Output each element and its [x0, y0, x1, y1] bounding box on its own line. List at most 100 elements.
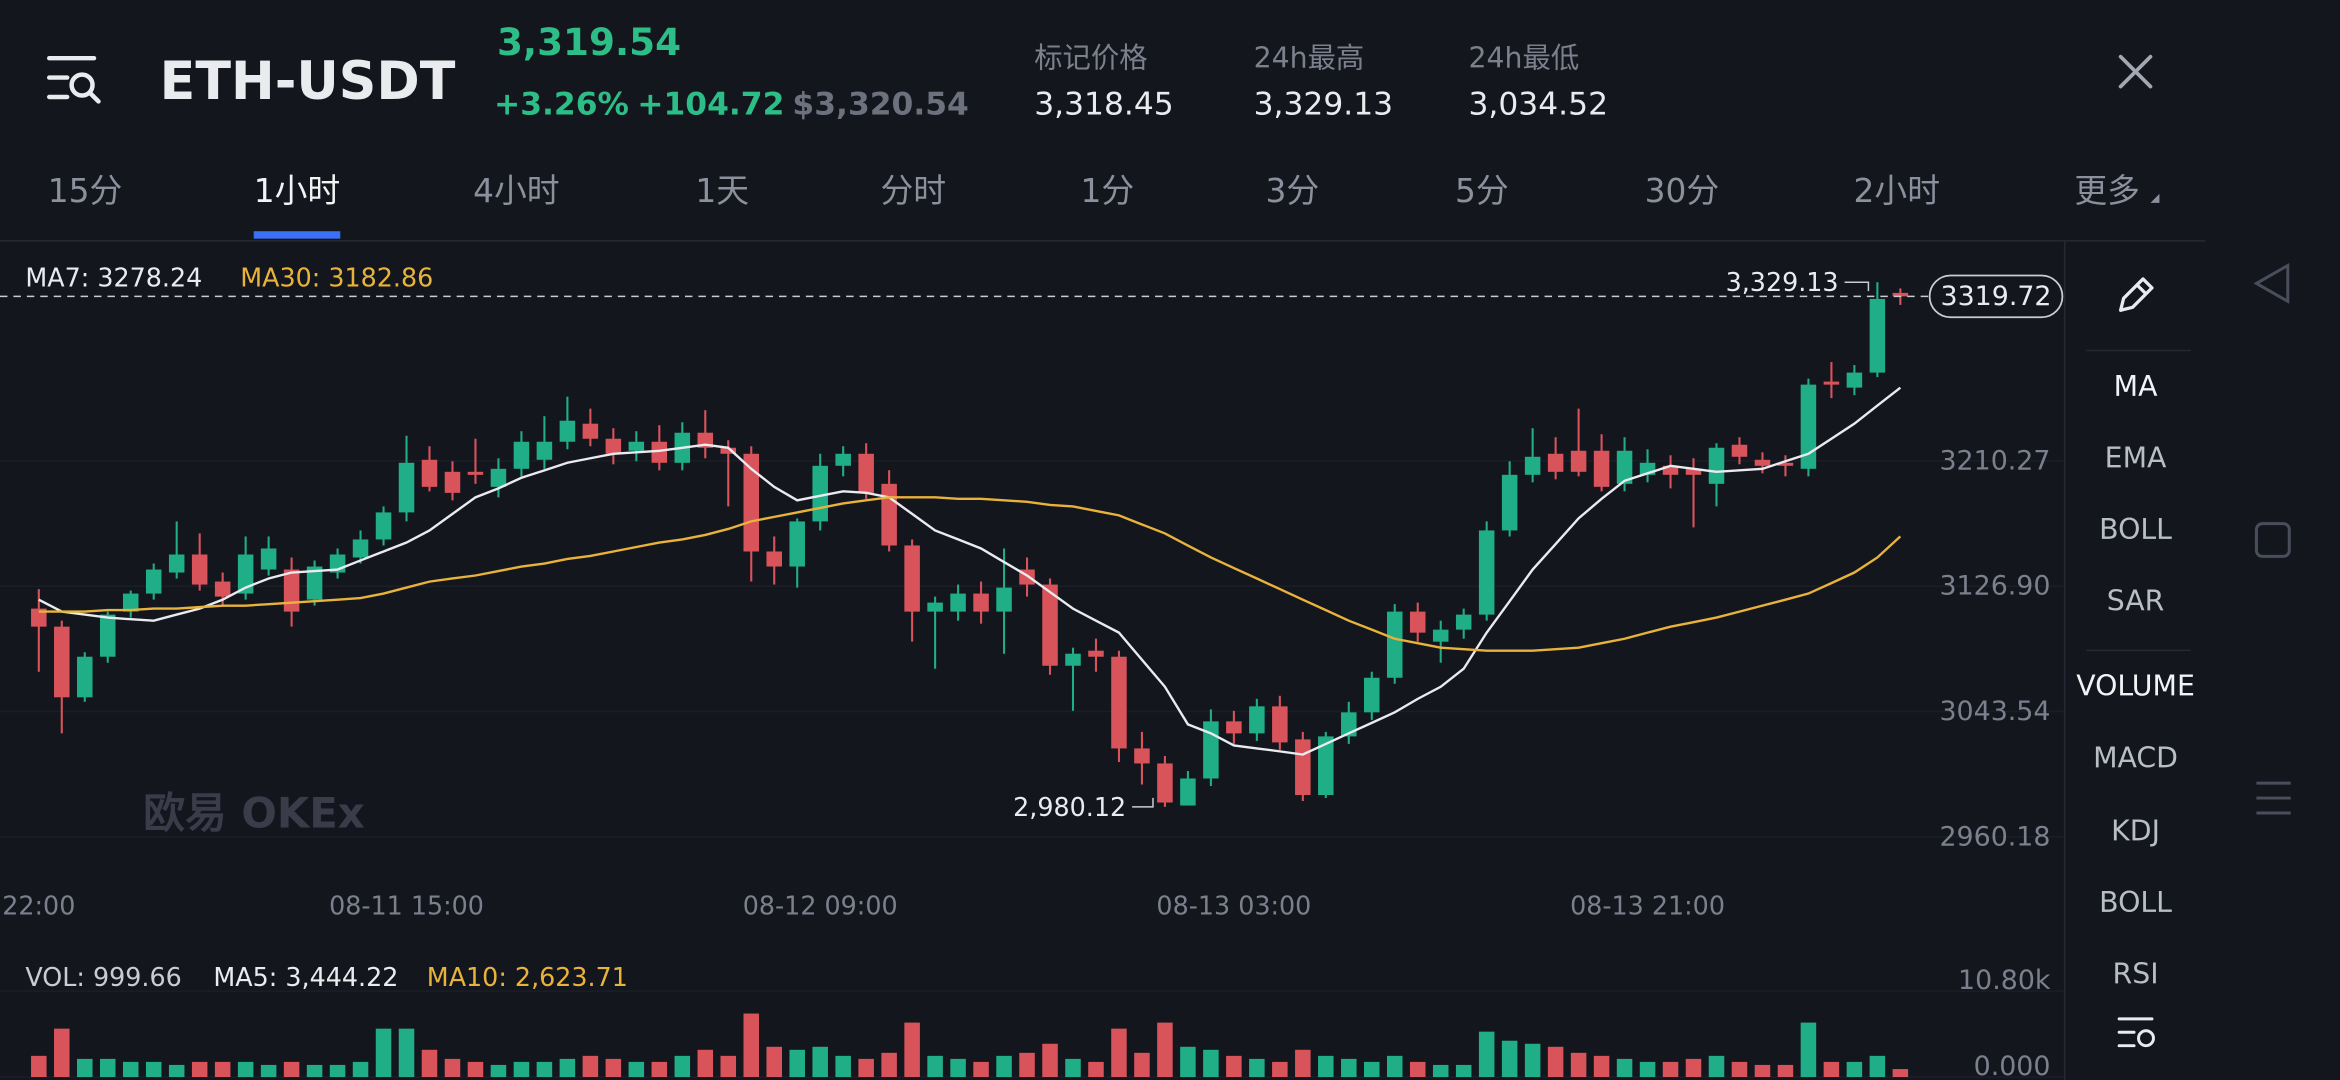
candle-body: [904, 545, 920, 612]
volume-bar: [1777, 1064, 1794, 1078]
candle-body: [628, 441, 645, 451]
tab[interactable]: 5分: [1455, 172, 1509, 210]
watermark: 欧易 OKEx: [143, 788, 365, 837]
candle-body: [1249, 706, 1265, 734]
candle-body: [927, 602, 943, 612]
stat-value: 3,329.13: [1254, 86, 1394, 122]
volume-bar: [145, 1061, 162, 1078]
volume-bar: [559, 1058, 576, 1078]
change-percent: +3.26%: [494, 86, 629, 122]
volume-bar: [1111, 1028, 1127, 1078]
volume-bar: [1708, 1055, 1725, 1078]
volume-bar: [651, 1061, 668, 1078]
x-tick-label: 08-13 03:00: [1156, 890, 1311, 920]
candle-body: [743, 453, 760, 552]
stat-value: 3,034.52: [1468, 86, 1608, 122]
tab[interactable]: 1小时: [254, 172, 341, 210]
candle-body: [237, 554, 254, 594]
candle-body: [54, 626, 70, 698]
candle-body: [1892, 292, 1909, 297]
stat-label: 24h最高: [1254, 42, 1365, 75]
volume-bar: [766, 1046, 782, 1078]
candle-body: [1823, 381, 1840, 385]
volume-bar: [191, 1061, 208, 1078]
volume-bar: [1478, 1031, 1495, 1078]
candle-body: [1754, 459, 1771, 466]
candle-body: [283, 569, 300, 612]
volume-bar: [1088, 1061, 1104, 1078]
volume-bar: [582, 1055, 599, 1078]
indicator-tool[interactable]: RSI: [2113, 958, 2159, 991]
indicator-tool[interactable]: MACD: [2093, 741, 2178, 774]
candle-body: [950, 593, 966, 612]
candle-body: [766, 551, 782, 567]
volume-bar: [904, 1022, 920, 1078]
y-tick-label: 10.80k: [1958, 965, 2051, 996]
candle-body: [214, 581, 231, 597]
candle-body: [1570, 450, 1587, 472]
candle-body: [1777, 462, 1794, 466]
indicator-tool[interactable]: BOLL: [2099, 513, 2172, 546]
settings-button[interactable]: [2117, 1017, 2155, 1048]
volume-bar: [835, 1055, 851, 1078]
menu-button[interactable]: [47, 55, 101, 104]
volume-bar: [1754, 1064, 1771, 1078]
tab[interactable]: 更多: [2074, 172, 2140, 210]
candle-body: [536, 441, 553, 460]
indicator-tool[interactable]: BOLL: [2099, 886, 2172, 919]
volume-bar: [1800, 1022, 1817, 1078]
tab[interactable]: 2小时: [1854, 172, 1941, 210]
candle-body: [444, 471, 461, 493]
indicator-tool[interactable]: MA: [2114, 370, 2158, 403]
min-label: 2,980.12: [1013, 792, 1126, 822]
candle-body: [973, 593, 989, 612]
candle-body: [375, 512, 392, 540]
candle-body: [145, 569, 162, 594]
candle-body: [1180, 778, 1196, 806]
nav-back[interactable]: [2253, 262, 2290, 304]
candle-body: [996, 587, 1012, 612]
close-button[interactable]: [2118, 54, 2153, 89]
candle-body: [1731, 444, 1748, 457]
volume-bar: [77, 1058, 93, 1078]
tab[interactable]: 15分: [48, 172, 123, 210]
candle-body: [260, 548, 277, 570]
volume-bar: [352, 1061, 369, 1078]
tab[interactable]: 1分: [1080, 172, 1134, 210]
indicator-tool[interactable]: SAR: [2107, 585, 2165, 618]
indicator-tool[interactable]: KDJ: [2111, 814, 2160, 847]
volume-bar: [513, 1061, 530, 1078]
tab[interactable]: 3分: [1266, 172, 1320, 210]
volume-bar: [605, 1058, 622, 1078]
volume-bar: [467, 1061, 484, 1078]
plot: 3,329.13 2,980.12: [0, 267, 2064, 1078]
indicator-tool[interactable]: EMA: [2105, 441, 2167, 474]
candle-body: [1065, 653, 1081, 666]
nav-menu[interactable]: [2256, 781, 2291, 815]
tab[interactable]: 4小时: [473, 172, 560, 210]
volume-bar: [1616, 1058, 1633, 1078]
nav-home[interactable]: [2254, 522, 2291, 558]
candle-body: [77, 656, 93, 698]
tab[interactable]: 1天: [695, 172, 749, 210]
candle-body: [1272, 706, 1288, 743]
candle-body: [398, 462, 415, 513]
volume-bar: [950, 1058, 966, 1078]
volume-bar: [1042, 1043, 1058, 1078]
draw-tool[interactable]: [2118, 277, 2154, 312]
volume-bar: [1386, 1055, 1403, 1078]
tab[interactable]: 分时: [880, 172, 946, 210]
tab[interactable]: 30分: [1645, 172, 1720, 210]
volume-bar: [1364, 1061, 1380, 1078]
volume-bar: [1065, 1058, 1081, 1078]
volume-bar: [1846, 1061, 1863, 1078]
candle-body: [881, 483, 897, 546]
volume-bar: [973, 1061, 989, 1078]
volume-bar: [1134, 1052, 1150, 1078]
volume-legend: MA5: 3,444.22: [213, 962, 398, 992]
indicator-tool[interactable]: VOLUME: [2076, 670, 2195, 703]
volume-bar: [1409, 1061, 1426, 1078]
volume-bar: [1432, 1064, 1449, 1078]
candle-body: [467, 471, 484, 475]
